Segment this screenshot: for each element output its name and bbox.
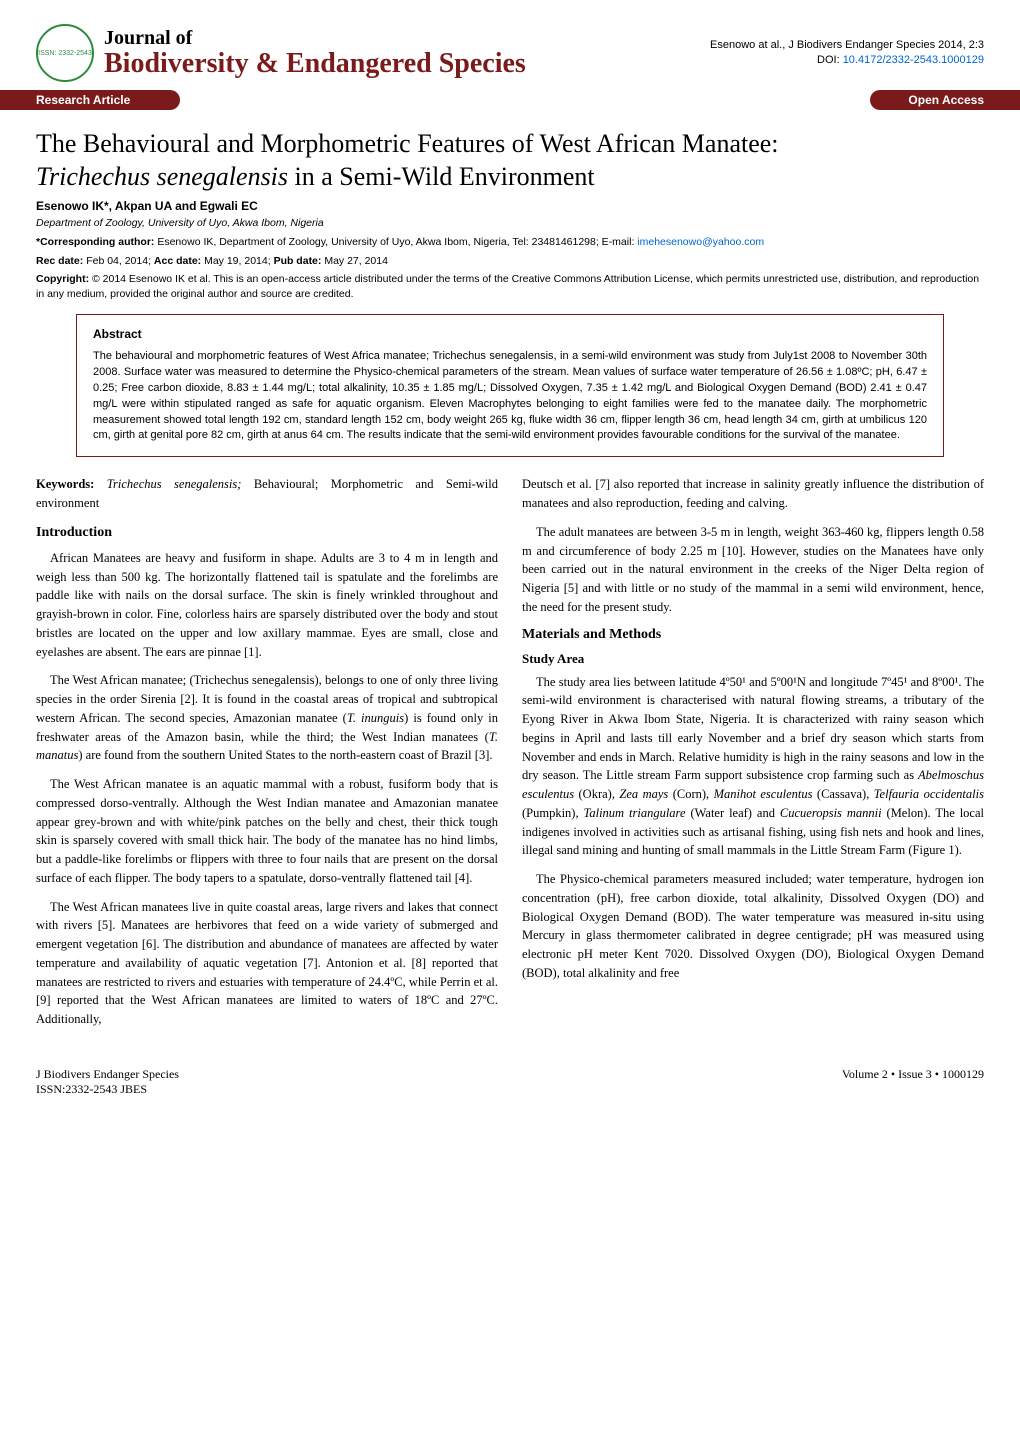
study-area-heading: Study Area (522, 651, 984, 667)
ribbon: Research Article Open Access (36, 90, 984, 110)
journal-logo: ISSN: 2332-2543 (36, 24, 94, 82)
p3-d: (Cassava), (812, 787, 873, 801)
acc-date: May 19, 2014; (204, 255, 273, 267)
p3-i4: Telfauria occidentalis (874, 787, 984, 801)
rec-label: Rec date: (36, 255, 86, 267)
copyright-label: Copyright: (36, 273, 92, 285)
affiliation: Department of Zoology, University of Uyo… (36, 217, 984, 229)
p3-b: (Okra), (574, 787, 619, 801)
footer-right: Volume 2 • Issue 3 • 1000129 (842, 1067, 984, 1098)
p3-e: (Pumpkin), (522, 806, 584, 820)
ribbon-research-article: Research Article (0, 90, 180, 110)
pub-label: Pub date: (274, 255, 325, 267)
masthead-right: Esenowo at al., J Biodivers Endanger Spe… (710, 38, 984, 69)
intro-p1: African Manatees are heavy and fusiform … (36, 549, 498, 662)
corresponding-author: *Corresponding author: Esenowo IK, Depar… (36, 235, 984, 250)
corresponding-text: Esenowo IK, Department of Zoology, Unive… (157, 236, 637, 248)
left-column: Keywords: Trichechus senegalensis; Behav… (36, 475, 498, 1039)
p2-c: ) are found from the southern United Sta… (78, 748, 492, 762)
keywords: Keywords: Trichechus senegalensis; Behav… (36, 475, 498, 513)
abstract-heading: Abstract (93, 327, 927, 341)
doi-label: DOI: (817, 54, 843, 66)
footer: J Biodivers Endanger Species ISSN:2332-2… (36, 1067, 984, 1098)
title-species: Trichechus senegalensis (36, 162, 288, 191)
abstract-box: Abstract The behavioural and morphometri… (76, 314, 944, 458)
logo-text: ISSN: 2332-2543 (38, 50, 92, 57)
two-column-body: Keywords: Trichechus senegalensis; Behav… (36, 475, 984, 1039)
p3-i5: Talinum triangulare (584, 806, 686, 820)
abstract-text: The behavioural and morphometric feature… (93, 349, 927, 445)
pub-date: May 27, 2014 (324, 255, 388, 267)
authors-text: Esenowo IK*, Akpan UA and Egwali EC (36, 199, 258, 213)
p3-i6: Cucueropsis mannii (780, 806, 882, 820)
study-area-p1: The study area lies between latitude 4º5… (522, 673, 984, 861)
dates-line: Rec date: Feb 04, 2014; Acc date: May 19… (36, 254, 984, 269)
citation-line: Esenowo at al., J Biodivers Endanger Spe… (710, 38, 984, 53)
journal-name-top: Journal of (104, 27, 526, 49)
copyright-line: Copyright: © 2014 Esenowo IK et al. This… (36, 272, 984, 301)
article-title: The Behavioural and Morphometric Feature… (36, 128, 984, 193)
intro-p3: The West African manatee is an aquatic m… (36, 775, 498, 888)
p3-c: (Corn), (668, 787, 713, 801)
masthead: ISSN: 2332-2543 Journal of Biodiversity … (36, 24, 984, 82)
journal-title-block: Journal of Biodiversity & Endangered Spe… (104, 27, 526, 80)
copyright-text: © 2014 Esenowo IK et al. This is an open… (36, 273, 979, 300)
acc-label: Acc date: (154, 255, 204, 267)
corresponding-email[interactable]: imehesenowo@yahoo.com (637, 236, 764, 248)
intro-p2: The West African manatee; (Trichechus se… (36, 671, 498, 765)
footer-issn: ISSN:2332-2543 JBES (36, 1082, 179, 1098)
title-line2-rest: in a Semi-Wild Environment (288, 162, 595, 191)
keywords-italic: Trichechus senegalensis; (107, 477, 242, 491)
masthead-left: ISSN: 2332-2543 Journal of Biodiversity … (36, 24, 526, 82)
authors: Esenowo IK*, Akpan UA and Egwali EC (36, 199, 984, 213)
intro-p4: The West African manatees live in quite … (36, 898, 498, 1029)
corresponding-label: *Corresponding author: (36, 236, 157, 248)
p2-i1: T. inunguis (347, 711, 404, 725)
journal-name-bottom: Biodiversity & Endangered Species (104, 49, 526, 80)
right-column: Deutsch et al. [7] also reported that in… (522, 475, 984, 1039)
p3-i3: Manihot esculentus (714, 787, 813, 801)
p3-a: The study area lies between latitude 4º5… (522, 675, 984, 783)
footer-journal: J Biodivers Endanger Species (36, 1067, 179, 1083)
footer-left: J Biodivers Endanger Species ISSN:2332-2… (36, 1067, 179, 1098)
title-line1: The Behavioural and Morphometric Feature… (36, 129, 779, 158)
introduction-heading: Introduction (36, 525, 498, 541)
right-p1: Deutsch et al. [7] also reported that in… (522, 475, 984, 513)
methods-heading: Materials and Methods (522, 627, 984, 643)
ribbon-open-access: Open Access (870, 90, 1020, 110)
rec-date: Feb 04, 2014; (86, 255, 154, 267)
right-p2: The adult manatees are between 3-5 m in … (522, 523, 984, 617)
study-area-p2: The Physico-chemical parameters measured… (522, 870, 984, 983)
p3-i2: Zea mays (619, 787, 668, 801)
keywords-label: Keywords: (36, 477, 107, 491)
doi-link[interactable]: 10.4172/2332-2543.1000129 (843, 54, 984, 66)
p3-f: (Water leaf) and (686, 806, 780, 820)
doi-line: DOI: 10.4172/2332-2543.1000129 (710, 53, 984, 68)
